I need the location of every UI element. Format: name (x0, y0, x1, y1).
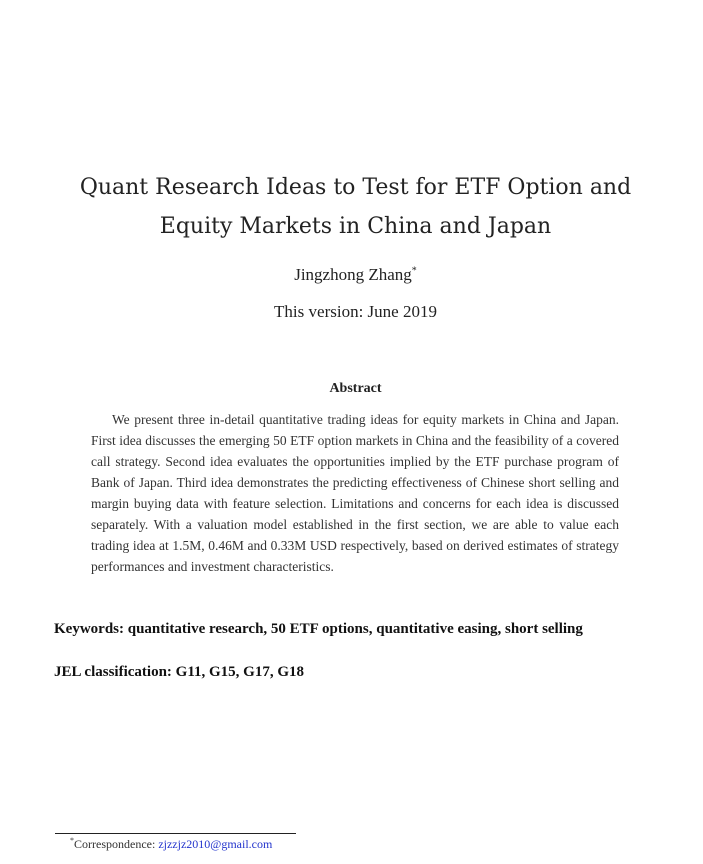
paper-title: Quant Research Ideas to Test for ETF Opt… (40, 168, 671, 246)
abstract-heading: Abstract (329, 381, 382, 396)
footnote-mark: * (70, 836, 74, 845)
jel-classification: JEL classification: G11, G15, G17, G18 (54, 664, 305, 680)
keywords: Keywords: quantitative research, 50 ETF … (54, 621, 583, 637)
abstract-body: We present three in-detail quantitative … (91, 412, 619, 574)
author: Jingzhong Zhang* (40, 265, 671, 285)
author-footnote-mark: * (411, 265, 417, 277)
title-line-1: Quant Research Ideas to Test for ETF Opt… (79, 175, 632, 200)
author-name: Jingzhong Zhang (294, 265, 412, 284)
version-line: This version: June 2019 (274, 302, 437, 321)
title-line-2: Equity Markets in China and Japan (159, 214, 552, 239)
correspondence-email-link[interactable]: zjzzjz2010@gmail.com (158, 837, 273, 851)
footnote-divider (55, 833, 296, 834)
footnote-label: Correspondence: (74, 837, 159, 851)
footnote: *Correspondence: zjzzjz2010@gmail.com (70, 837, 272, 852)
